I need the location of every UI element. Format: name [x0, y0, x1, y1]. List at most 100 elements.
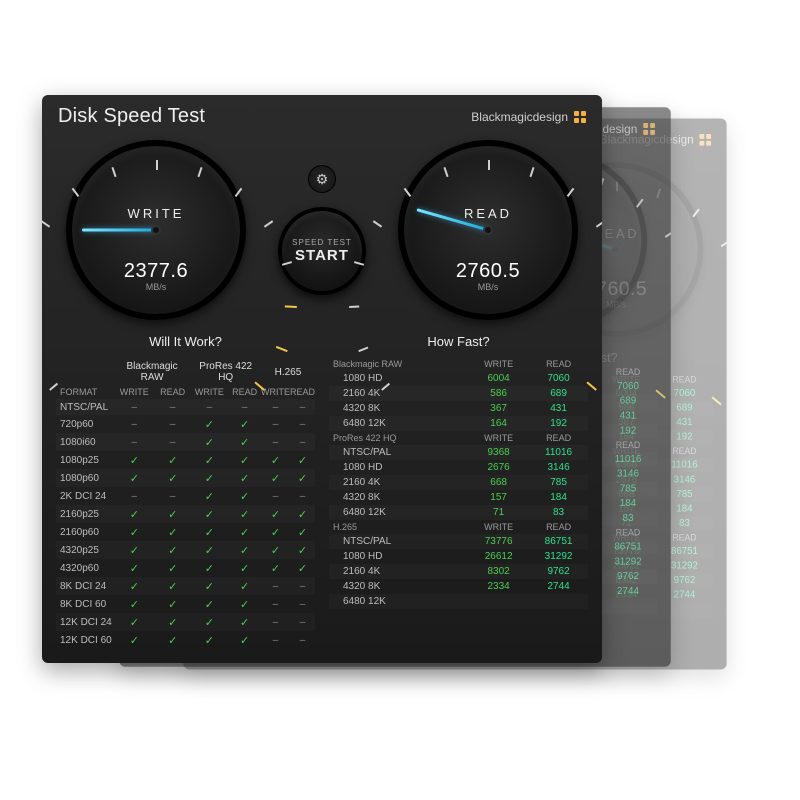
check-icon: ✓ — [168, 527, 177, 539]
check-icon: ✓ — [271, 455, 280, 467]
check-icon: ✓ — [205, 617, 214, 629]
read-value: 2760.5 — [456, 260, 520, 283]
table-row: 4320p25✓✓✓✓✓✓ — [56, 541, 315, 559]
check-icon: ✓ — [205, 473, 214, 485]
brand-logo-icon — [699, 134, 711, 146]
check-icon: ✓ — [130, 617, 139, 629]
table-row: 6480 12K7183 — [329, 505, 588, 520]
stage: Disk Speed Test Blackmagicdesign WRITE 2… — [0, 0, 800, 800]
table-row: 8K DCI 60✓✓✓✓–– — [56, 595, 315, 613]
table-row: 1080 HD26763146 — [329, 460, 588, 475]
check-icon: ✓ — [205, 545, 214, 557]
check-icon: ✓ — [205, 599, 214, 611]
table-row: 2160 4K586689 — [329, 386, 588, 401]
table-row: 1080i60––✓✓–– — [56, 433, 315, 451]
check-icon: ✓ — [168, 545, 177, 557]
write-readout: 2377.6 MB/s — [124, 260, 188, 292]
table-row: 8K DCI 24✓✓✓✓–– — [56, 577, 315, 595]
check-icon: ✓ — [298, 527, 307, 539]
check-icon: ✓ — [205, 527, 214, 539]
check-icon: ✓ — [130, 509, 139, 521]
table-row: 2160 4K668785 — [329, 475, 588, 490]
app-title: Disk Speed Test — [58, 105, 205, 128]
left-tbody: NTSC/PAL––––––720p60––✓✓––1080i60––✓✓––1… — [56, 399, 315, 649]
start-small-label: SPEED TEST — [292, 238, 352, 247]
check-icon: ✓ — [240, 419, 249, 431]
start-button[interactable]: SPEED TEST START — [278, 207, 366, 295]
table-row: 1080 HD2661231292 — [329, 549, 588, 564]
check-icon: ✓ — [130, 473, 139, 485]
check-icon: ✓ — [205, 581, 214, 593]
table-row: NTSC/PAL–––––– — [56, 399, 315, 415]
check-icon: ✓ — [205, 455, 214, 467]
check-icon: ✓ — [271, 473, 280, 485]
check-icon: ✓ — [130, 581, 139, 593]
will-it-work-section: Will It Work? Blackmagic RAWProRes 422 H… — [56, 330, 315, 649]
check-icon: ✓ — [205, 563, 214, 575]
gauges-row: WRITE 2377.6 MB/s ⚙ SPEED TEST START — [42, 132, 602, 324]
table-row: 1080 HD60047060 — [329, 371, 588, 386]
check-icon: ✓ — [240, 527, 249, 539]
table-row: 4320 8K23342744 — [329, 579, 588, 594]
brand-logo-icon — [643, 123, 655, 135]
table-row: 4320p60✓✓✓✓✓✓ — [56, 559, 315, 577]
table-row: 720p60––✓✓–– — [56, 415, 315, 433]
check-icon: ✓ — [168, 455, 177, 467]
table-row: 4320 8K367431 — [329, 401, 588, 416]
write-value: 2377.6 — [124, 260, 188, 283]
check-icon: ✓ — [240, 563, 249, 575]
table-row: 12K DCI 24✓✓✓✓–– — [56, 613, 315, 631]
check-icon: ✓ — [205, 509, 214, 521]
write-gauge-needle — [82, 229, 156, 232]
check-icon: ✓ — [240, 491, 249, 503]
tables-row: Will It Work? Blackmagic RAWProRes 422 H… — [42, 324, 602, 663]
check-icon: ✓ — [240, 581, 249, 593]
right-tbody: Blackmagic RAWWRITEREAD1080 HD6004706021… — [329, 357, 588, 609]
brand: Blackmagicdesign — [471, 110, 586, 124]
table-row: 2K DCI 24––✓✓–– — [56, 487, 315, 505]
table-row: 1080p60✓✓✓✓✓✓ — [56, 469, 315, 487]
check-icon: ✓ — [205, 635, 214, 647]
left-thead: Blackmagic RAWProRes 422 HQH.265FORMATWR… — [56, 357, 315, 399]
how-fast-table: Blackmagic RAWWRITEREAD1080 HD6004706021… — [329, 357, 588, 609]
check-icon: ✓ — [205, 419, 214, 431]
read-unit: MB/s — [456, 282, 520, 292]
check-icon: ✓ — [205, 491, 214, 503]
check-icon: ✓ — [271, 509, 280, 521]
panel-front: Disk Speed Test Blackmagicdesign WRITE 2… — [42, 95, 602, 663]
table-row: 2160p25✓✓✓✓✓✓ — [56, 505, 315, 523]
check-icon: ✓ — [240, 455, 249, 467]
table-row: NTSC/PAL936811016 — [329, 445, 588, 460]
table-row: NTSC/PAL7377686751 — [329, 534, 588, 549]
start-big-label: START — [295, 247, 349, 264]
check-icon: ✓ — [298, 509, 307, 521]
center-controls: ⚙ SPEED TEST START — [278, 165, 366, 295]
check-icon: ✓ — [168, 473, 177, 485]
check-icon: ✓ — [298, 455, 307, 467]
check-icon: ✓ — [168, 599, 177, 611]
check-icon: ✓ — [168, 635, 177, 647]
titlebar: Disk Speed Test Blackmagicdesign — [42, 95, 602, 132]
check-icon: ✓ — [240, 599, 249, 611]
table-row: 6480 12K164192 — [329, 416, 588, 431]
check-icon: ✓ — [130, 635, 139, 647]
check-icon: ✓ — [271, 527, 280, 539]
table-row: 6480 12K — [329, 594, 588, 609]
check-icon: ✓ — [130, 545, 139, 557]
brand-label: Blackmagicdesign — [471, 110, 568, 124]
check-icon: ✓ — [240, 509, 249, 521]
settings-button[interactable]: ⚙ — [308, 165, 336, 193]
check-icon: ✓ — [298, 473, 307, 485]
check-icon: ✓ — [240, 617, 249, 629]
check-icon: ✓ — [130, 563, 139, 575]
check-icon: ✓ — [168, 563, 177, 575]
table-row: 2160 4K83029762 — [329, 564, 588, 579]
check-icon: ✓ — [130, 455, 139, 467]
brand-logo-icon — [574, 111, 586, 123]
check-icon: ✓ — [205, 437, 214, 449]
check-icon: ✓ — [298, 545, 307, 557]
check-icon: ✓ — [130, 599, 139, 611]
check-icon: ✓ — [240, 437, 249, 449]
will-it-work-table: Blackmagic RAWProRes 422 HQH.265FORMATWR… — [56, 357, 315, 649]
check-icon: ✓ — [168, 509, 177, 521]
